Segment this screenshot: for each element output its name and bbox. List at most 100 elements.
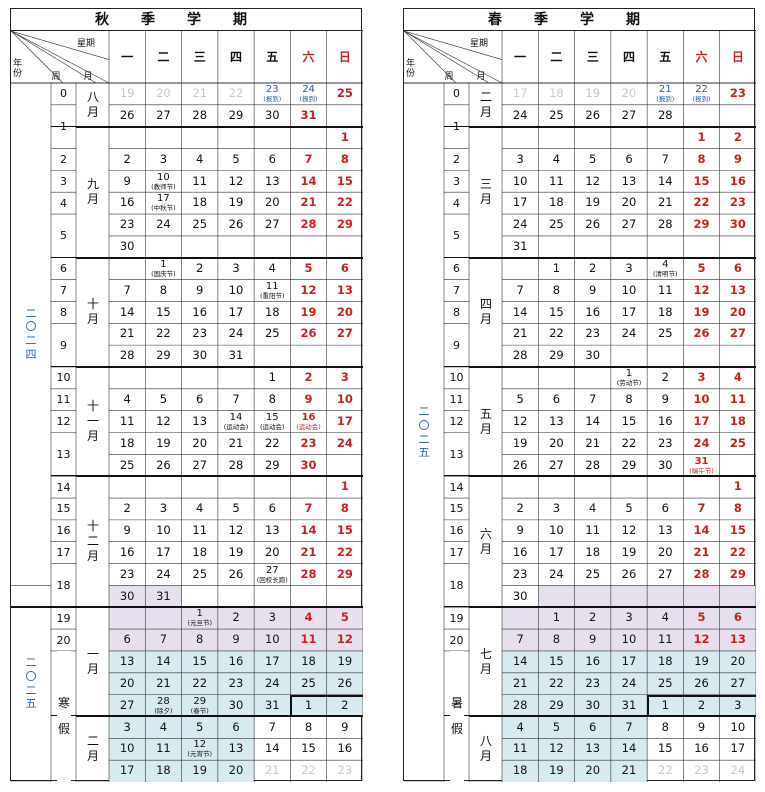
day-cell: 1	[538, 258, 574, 280]
day-cell: 10	[720, 716, 756, 738]
day-cell: 18	[290, 651, 326, 673]
day-number: 24	[512, 217, 528, 232]
day-cell: 3	[145, 498, 181, 520]
day-cell: 12	[218, 520, 254, 542]
day-cell: 29	[538, 345, 574, 367]
day-cell: 5	[502, 389, 538, 411]
day-cell: 26	[683, 323, 719, 345]
week-separator	[444, 125, 469, 127]
day-number: 12	[693, 632, 710, 647]
day-number: 20	[729, 304, 746, 319]
day-cell: 13	[327, 280, 363, 302]
day-cell: 7	[218, 389, 254, 411]
day-cell: 27	[611, 214, 647, 236]
day-cell: 29	[538, 695, 574, 717]
day-cell: 6	[254, 149, 290, 171]
day-cell: 2	[647, 367, 683, 389]
day-cell: 4	[502, 716, 538, 738]
day-number: 8	[268, 391, 276, 406]
day-cell: 13	[254, 170, 290, 192]
day-number: 2	[123, 501, 131, 516]
day-number: 27	[264, 217, 280, 232]
day-number: 2	[304, 370, 313, 385]
corner-year-label: 年份	[406, 59, 416, 79]
day-cell: 16	[502, 542, 538, 564]
day-cell: 25	[109, 454, 145, 476]
day-number: 1	[340, 479, 349, 494]
day-cell: 25	[647, 673, 683, 695]
day-number: 15	[549, 654, 564, 669]
day-number: 23	[192, 326, 208, 341]
day-cell: 21	[647, 192, 683, 214]
day-number: 14	[693, 523, 710, 538]
day-cell: 26	[109, 105, 145, 127]
month-separator	[469, 125, 756, 128]
day-number: 6	[589, 719, 597, 734]
day-number: 2	[123, 151, 131, 166]
day-number: 21	[658, 84, 672, 96]
day-number: 11	[192, 173, 208, 188]
day-number: 17	[157, 193, 170, 205]
month-label: 三月	[479, 177, 492, 207]
day-cell: 17	[720, 738, 756, 760]
weekday-header: 日	[731, 50, 744, 64]
day-number: 30	[119, 588, 135, 603]
vacation-boundary	[647, 694, 756, 717]
day-cell: 10	[683, 389, 719, 411]
day-cell: 21	[502, 323, 538, 345]
day-cell: 20	[611, 83, 647, 105]
day-cell: 28	[502, 695, 538, 717]
day-cell: 26	[218, 214, 254, 236]
day-number: 11	[729, 391, 746, 406]
day-number: 23	[119, 566, 135, 581]
day-number: 14	[657, 173, 673, 188]
day-cell: 5	[290, 258, 326, 280]
day-cell: 4	[145, 716, 181, 738]
day-number: 24	[621, 675, 637, 690]
day-number: 29	[549, 348, 564, 363]
holiday-note: (报到)	[656, 95, 675, 104]
day-number: 1	[304, 697, 313, 712]
week-number: 12	[56, 415, 71, 429]
day-cell: 7	[611, 716, 647, 738]
day-cell: 25	[720, 433, 756, 455]
day-cell: 31	[611, 695, 647, 717]
day-cell: 21	[145, 673, 181, 695]
day-cell: 8	[254, 389, 290, 411]
day-number: 5	[552, 719, 561, 734]
day-cell: 29	[145, 345, 181, 367]
day-number: 29	[156, 348, 171, 363]
month-label: 二月	[86, 734, 99, 764]
day-cell: 12	[218, 170, 254, 192]
weekday-header: 四	[622, 50, 635, 64]
day-cell: 22	[720, 542, 756, 564]
day-number: 1	[268, 370, 276, 385]
day-cell: 2	[575, 258, 611, 280]
day-cell: 31 (端午节)	[683, 454, 719, 476]
holiday-note: (运动会)	[223, 422, 249, 431]
day-number: 7	[304, 151, 313, 166]
weekday-header: 六	[695, 50, 708, 64]
day-cell: 27	[611, 105, 647, 127]
day-number: 12	[193, 739, 207, 751]
day-cell: 29	[254, 454, 290, 476]
day-cell: 9	[327, 716, 363, 738]
day-number: 9	[697, 719, 706, 734]
semester-title: 秋季学期	[11, 9, 363, 31]
day-number: 4	[589, 501, 597, 516]
day-number: 14	[621, 741, 637, 756]
day-number: 14	[512, 654, 528, 669]
day-number: 5	[697, 610, 706, 625]
day-cell: 18	[538, 192, 574, 214]
day-cell: 3	[720, 695, 756, 717]
day-number: 25	[585, 566, 601, 581]
day-cell: 9	[109, 170, 145, 192]
day-number: 12	[549, 741, 564, 756]
day-cell: 25	[538, 105, 574, 127]
day-number: 20	[264, 544, 280, 559]
day-cell: 4	[647, 607, 683, 629]
day-cell: 24	[502, 105, 538, 127]
day-cell: 24	[327, 433, 363, 455]
day-number: 5	[697, 260, 706, 275]
day-cell: 22	[611, 433, 647, 455]
